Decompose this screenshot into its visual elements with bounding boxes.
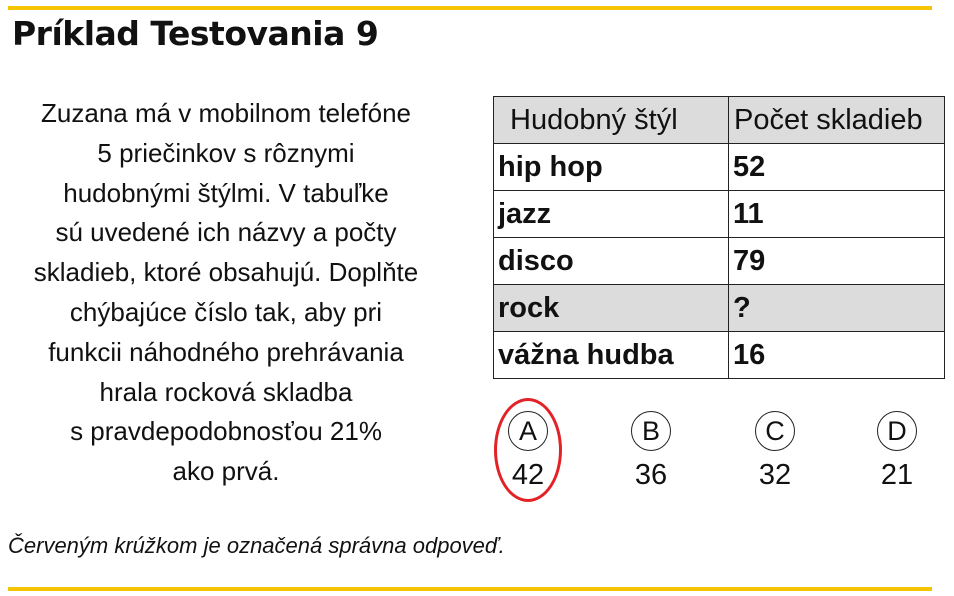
problem-line: ako prvá. — [172, 456, 280, 487]
table-row: jazz 11 — [493, 190, 945, 238]
problem-line: hudobnými štýlmi. V tabuľke — [63, 177, 389, 208]
table-row: vážna hudba 16 — [493, 331, 945, 379]
table-row: hip hop 52 — [493, 143, 945, 191]
cell-count: 79 — [728, 237, 945, 285]
option-value-d: 21 — [880, 459, 914, 491]
footnote: Červeným krúžkom je označená správna odp… — [8, 533, 505, 558]
table-row-highlighted: rock ? — [493, 284, 945, 332]
option-letter-b: B — [631, 411, 671, 451]
problem-line: Zuzana má v mobilnom telefóne — [41, 98, 411, 128]
problem-line: s pravdepodobnosťou 21% — [70, 416, 382, 447]
cell-style: vážna hudba — [493, 331, 729, 379]
cell-count: 11 — [728, 190, 945, 238]
cell-count: 16 — [728, 331, 945, 379]
problem-line: funkcii náhodného prehrávania — [48, 336, 404, 367]
problem-line: skladieb, ktoré obsahujú. Doplňte — [33, 257, 419, 288]
option-letter-d: D — [877, 411, 917, 451]
option-letter-c: C — [755, 411, 795, 451]
problem-text: Zuzana má v mobilnom telefóne 5 priečink… — [6, 94, 446, 492]
problem-line: sú uvedené ich názvy a počty — [55, 217, 397, 248]
option-d[interactable]: D 21 — [862, 411, 932, 492]
option-c[interactable]: C 32 — [740, 411, 810, 492]
cell-count: 52 — [728, 143, 945, 191]
table-row: disco 79 — [493, 237, 945, 285]
header-count: Počet skladieb — [728, 96, 945, 144]
music-table: Hudobný štýl Počet skladieb hip hop 52 j… — [493, 96, 945, 379]
cell-style: rock — [493, 284, 729, 332]
option-b[interactable]: B 36 — [616, 411, 686, 492]
top-accent-rule — [8, 6, 932, 10]
cell-count-missing: ? — [728, 284, 945, 332]
problem-line: chýbajúce číslo tak, aby pri — [69, 296, 383, 327]
problem-line: 5 priečinkov s rôznymi — [97, 137, 355, 168]
header-style: Hudobný štýl — [493, 96, 729, 144]
correct-answer-ring — [494, 398, 562, 502]
bottom-accent-rule — [8, 587, 932, 591]
cell-style: disco — [493, 237, 729, 285]
page-title: Príklad Testovania 9 — [12, 14, 379, 53]
cell-style: jazz — [493, 190, 729, 238]
table-header-row: Hudobný štýl Počet skladieb — [493, 96, 945, 144]
option-value-c: 32 — [758, 459, 792, 491]
cell-style: hip hop — [493, 143, 729, 191]
option-value-b: 36 — [634, 459, 668, 491]
problem-line: hrala rocková skladba — [99, 376, 353, 407]
